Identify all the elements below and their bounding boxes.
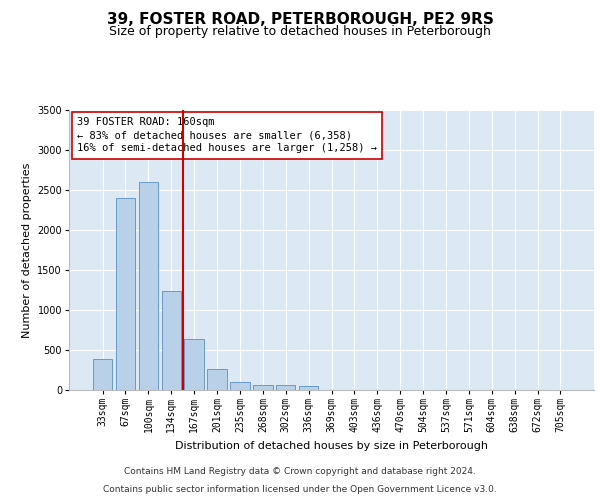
Bar	[253, 385, 272, 390]
Text: Contains public sector information licensed under the Open Government Licence v3: Contains public sector information licen…	[103, 485, 497, 494]
Text: 39 FOSTER ROAD: 160sqm
← 83% of detached houses are smaller (6,358)
16% of semi-: 39 FOSTER ROAD: 160sqm ← 83% of detached…	[77, 117, 377, 154]
Text: 39, FOSTER ROAD, PETERBOROUGH, PE2 9RS: 39, FOSTER ROAD, PETERBOROUGH, PE2 9RS	[107, 12, 493, 28]
Bar	[230, 382, 250, 390]
Bar	[276, 385, 295, 390]
Bar	[184, 339, 204, 390]
Bar	[116, 198, 135, 390]
Text: Size of property relative to detached houses in Peterborough: Size of property relative to detached ho…	[109, 25, 491, 38]
X-axis label: Distribution of detached houses by size in Peterborough: Distribution of detached houses by size …	[175, 440, 488, 450]
Bar	[299, 386, 319, 390]
Bar	[161, 291, 181, 390]
Bar	[93, 359, 112, 390]
Text: Contains HM Land Registry data © Crown copyright and database right 2024.: Contains HM Land Registry data © Crown c…	[124, 467, 476, 476]
Y-axis label: Number of detached properties: Number of detached properties	[22, 162, 32, 338]
Bar	[208, 369, 227, 390]
Bar	[139, 182, 158, 390]
